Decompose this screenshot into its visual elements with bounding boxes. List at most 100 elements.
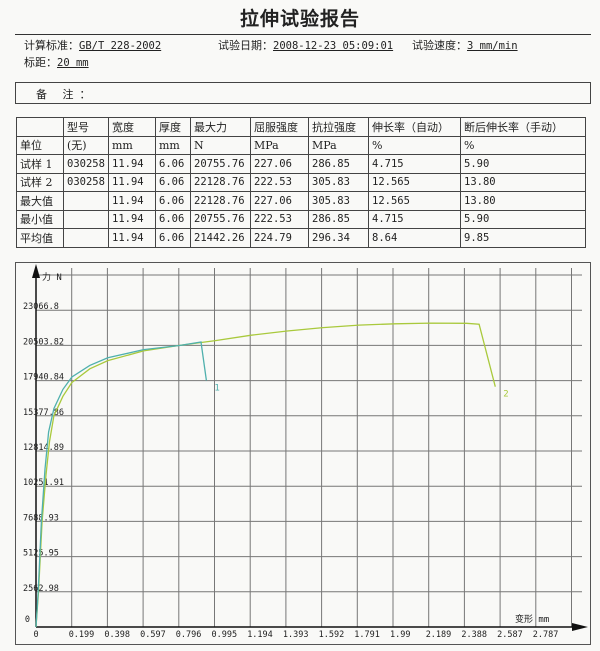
table-cell: MPa: [308, 135, 369, 155]
series-label: 2: [503, 390, 508, 400]
table-cell: 11.94: [108, 209, 156, 229]
remarks-box: 备 注：: [15, 82, 591, 104]
table-cell: 030258: [63, 172, 109, 192]
x-tick-label: 0.995: [212, 630, 238, 640]
table-cell: 286.85: [308, 154, 369, 174]
table-cell: 6.06: [155, 209, 191, 229]
speed-label: 试验速度：: [412, 39, 467, 52]
x-tick-label: 2.587: [497, 630, 523, 640]
column-header: 最大力: [190, 117, 251, 137]
series-line-1: [35, 341, 208, 628]
column-header: 抗拉强度: [308, 117, 369, 137]
x-tick-label: 1.393: [283, 630, 309, 640]
table-cell: 13.80: [460, 172, 586, 192]
x-axis-arrow-icon: [572, 623, 588, 631]
table-cell: 6.06: [155, 191, 191, 211]
table-cell: 224.79: [250, 228, 309, 248]
table-cell: 21442.26: [190, 228, 251, 248]
y-tick-label: 23066.8: [23, 302, 59, 312]
table-cell: 13.80: [460, 191, 586, 211]
series-line-2: [35, 322, 496, 628]
x-tick-label: 2.787: [533, 630, 559, 640]
column-header: 屈服强度: [250, 117, 309, 137]
table-cell: 12.565: [368, 191, 461, 211]
table-cell: 11.94: [108, 228, 156, 248]
column-header: 伸长率（自动）: [368, 117, 461, 137]
table-cell: 试样 2: [16, 172, 64, 192]
x-tick-label: 2.189: [426, 630, 452, 640]
standard-value: GB/T 228-2002: [79, 40, 162, 52]
gauge-value: 20 mm: [57, 57, 89, 69]
table-cell: 11.94: [108, 154, 156, 174]
table-cell: 222.53: [250, 172, 309, 192]
report-title: 拉伸试验报告: [239, 8, 360, 30]
standard-field: 计算标准：GB/T 228-2002: [24, 37, 161, 53]
y-tick-label: 12814.89: [23, 443, 64, 453]
table-row: 平均值 11.94 6.06 21442.26 224.79 296.34 8.64 9.85: [16, 228, 586, 248]
title-divider: [15, 34, 591, 35]
table-cell: 最大值: [16, 191, 64, 211]
chart-frame: [15, 262, 591, 645]
table-cell: 8.64: [368, 228, 461, 248]
table-row: 试样 2 030258 11.94 6.06 22128.76 222.53 305.83 1…: [16, 172, 586, 192]
remarks-label: 备 注：: [36, 88, 97, 101]
column-header: 断后伸长率（手动）: [460, 117, 586, 137]
table-cell: 4.715: [368, 154, 461, 174]
gauge-label: 标距：: [24, 56, 57, 69]
table-cell: 6.06: [155, 154, 191, 174]
x-tick-label: 0: [33, 630, 38, 640]
y-tick-label: 20503.82: [23, 337, 64, 347]
table-header-row: 型号 宽度 厚度 最大力 屈服强度 抗拉强度 伸长率（自动） 断后伸长率（手动）: [16, 117, 586, 137]
table-row: 试样 1 030258 11.94 6.06 20755.76 227.06 286.85 4…: [16, 154, 586, 174]
table-cell: 030258: [63, 154, 109, 174]
table-cell: 最小值: [16, 209, 64, 229]
table-row: 最小值 11.94 6.06 20755.76 222.53 286.85 4.715 5.9…: [16, 209, 586, 229]
x-tick-label: 0.398: [104, 630, 130, 640]
table-row: 单位 (无) mm mm N MPa MPa%%: [16, 135, 586, 155]
table-cell: 12.565: [368, 172, 461, 192]
x-axis-label: 变形 mm: [515, 613, 549, 625]
speed-value: 3 mm/min: [467, 40, 518, 52]
date-label: 试验日期：: [218, 39, 273, 52]
table-cell: 20755.76: [190, 154, 251, 174]
column-header: 厚度: [155, 117, 191, 137]
x-tick-label: 0.597: [140, 630, 166, 640]
y-tick-label: 7688.93: [23, 513, 59, 523]
table-cell: 9.85: [460, 228, 586, 248]
series-label: 1: [214, 383, 219, 393]
table-cell: 227.06: [250, 191, 309, 211]
table-cell: 296.34: [308, 228, 369, 248]
speed-field: 试验速度：3 mm/min: [412, 37, 518, 53]
table-cell: 22128.76: [190, 191, 251, 211]
y-tick-label: 15377.86: [23, 408, 64, 418]
table-cell: 5.90: [460, 154, 586, 174]
table-cell: 试样 1: [16, 154, 64, 174]
y-axis-arrow-icon: [32, 264, 40, 278]
x-tick-label: 0.796: [176, 630, 202, 640]
y-tick-label: 0: [25, 615, 30, 625]
y-axis-label: 力 N: [42, 271, 62, 283]
column-header: 宽度: [108, 117, 156, 137]
table-cell: 平均值: [16, 228, 64, 248]
table-cell: 6.06: [155, 228, 191, 248]
table-cell: 4.715: [368, 209, 461, 229]
gauge-field: 标距：20 mm: [24, 54, 89, 70]
y-tick-label: 2562.98: [23, 584, 59, 594]
x-tick-label: 0.199: [69, 630, 95, 640]
table-cell: 227.06: [250, 154, 309, 174]
results-table: 型号 宽度 厚度 最大力 屈服强度 抗拉强度 伸长率（自动） 断后伸长率（手动） 单位 (无) mm…: [16, 117, 586, 248]
table-cell: 20755.76: [190, 209, 251, 229]
table-cell: 22128.76: [190, 172, 251, 192]
x-tick-label: 1.592: [319, 630, 345, 640]
x-tick-label: 1.194: [247, 630, 273, 640]
date-value: 2008-12-23 05:09:01: [273, 40, 394, 52]
table-cell: 11.94: [108, 191, 156, 211]
table-cell: %: [460, 135, 586, 155]
standard-label: 计算标准：: [24, 39, 79, 52]
x-tick-label: 1.791: [354, 630, 380, 640]
table-cell: 305.83: [308, 172, 369, 192]
x-tick-label: 1.99: [390, 630, 410, 640]
table-row: 最大值 11.94 6.06 22128.76 227.06 305.83 12.565 13…: [16, 191, 586, 211]
